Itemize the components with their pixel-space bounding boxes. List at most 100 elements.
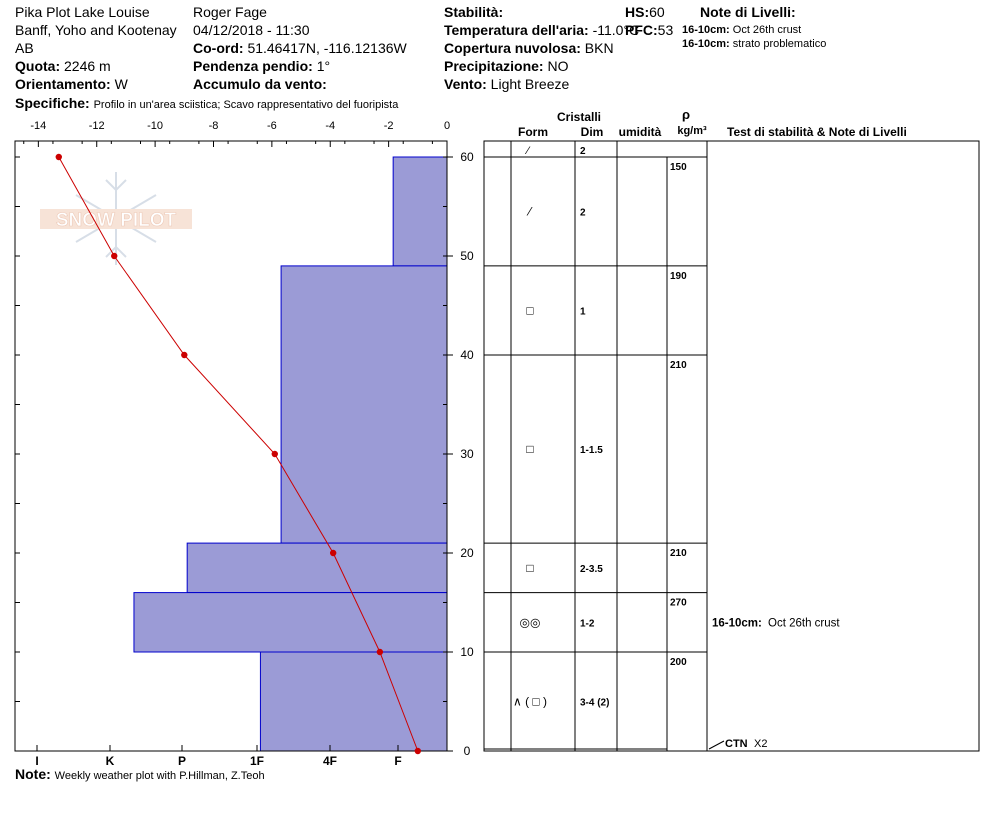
density-value: 210 <box>670 548 687 559</box>
temperature-point <box>181 351 188 359</box>
hs-value: 60 <box>649 4 665 20</box>
y-tick-label: 10 <box>460 645 474 659</box>
coord-label: Co-ord: <box>193 40 244 56</box>
temp-tick-label: 0 <box>444 120 450 132</box>
observer-name: Roger Fage <box>193 4 267 20</box>
footer-note: Note: Weekly weather plot with P.Hillman… <box>15 766 265 784</box>
coord-row: Co-ord: 51.46417N, -116.12136W <box>193 40 407 56</box>
datetime: 04/12/2018 - 11:30 <box>193 22 310 38</box>
quota-value: 2246 m <box>64 58 111 74</box>
hardness-bar <box>392 156 448 267</box>
rho-header: ρ <box>682 107 690 122</box>
y-tick-label: 60 <box>460 150 474 164</box>
grain-size: 2-3.5 <box>580 564 603 575</box>
layer-note-range: 16-10cm: <box>712 617 762 629</box>
table-frame <box>483 140 980 752</box>
temperature-point <box>376 648 384 656</box>
grain-size: 3-4 (2) <box>580 698 609 709</box>
grain-size: 2 <box>580 207 586 218</box>
grain-form-symbol: □ <box>526 561 533 575</box>
grain-form-symbol: □ <box>526 303 533 317</box>
grain-size: 1 <box>580 306 586 317</box>
y-tick-label: 50 <box>460 249 474 263</box>
watermark-text: SNOW PILOT <box>56 210 177 231</box>
note-livelli-1-range: 16-10cm: <box>682 24 730 36</box>
density-value: 150 <box>670 162 687 173</box>
hardness-bar <box>280 265 448 544</box>
temp-tick-label: -4 <box>325 120 335 132</box>
precip-value: NO <box>547 58 569 74</box>
pendenza-label: Pendenza pendio: <box>193 58 313 74</box>
surface-dim: 2 <box>580 146 586 157</box>
y-tick-label: 20 <box>460 546 474 560</box>
y-tick-label: 0 <box>464 744 471 758</box>
cristalli-header: Cristalli <box>557 110 601 124</box>
grain-size: 1-1.5 <box>580 445 603 456</box>
stabilita-row: Stabilità: <box>444 4 503 20</box>
hardness-tick-label: I <box>35 754 38 768</box>
pfc-label: PFC: <box>625 22 658 38</box>
test-label: CTN <box>725 738 748 750</box>
temp-value: -11.0°C <box>592 22 640 38</box>
temp-row: Temperatura dell'aria: -11.0°C <box>444 22 639 38</box>
density-value: 270 <box>670 598 687 609</box>
note-livelli-2-text: strato problematico <box>732 38 827 50</box>
specifiche-label: Specifiche: <box>15 95 90 111</box>
accumulo-label: Accumulo da vento: <box>193 76 327 92</box>
test-pointer-line <box>708 740 725 750</box>
region-name: Banff, Yoho and Kootenay <box>15 22 177 38</box>
density-value: 190 <box>670 271 687 282</box>
coord-value: 51.46417N, -116.12136W <box>247 40 407 56</box>
hardness-tick-label: K <box>106 754 115 768</box>
hardness-tick-label: 1F <box>250 754 264 768</box>
orient-value: W <box>114 76 128 92</box>
note-livelli-2: 16-10cm: strato problematico <box>682 38 826 51</box>
temperature-point <box>414 747 422 755</box>
grain-size: 1-2 <box>580 618 595 629</box>
grain-form-symbol: ∧ ( □ ) <box>513 695 547 709</box>
vento-label: Vento: <box>444 76 487 92</box>
orient-row: Orientamento: W <box>15 76 128 92</box>
umidita-header: umidità <box>619 125 662 139</box>
province-name: AB <box>15 40 34 56</box>
watermark-band <box>40 209 192 229</box>
specifiche-row: Specifiche: Profilo in un'area sciistica… <box>15 95 398 113</box>
pfc-row: PFC:53 <box>625 22 673 38</box>
temp-tick-label: -14 <box>30 120 46 132</box>
hardness-bar <box>259 651 448 752</box>
grain-form-symbol: ◎◎ <box>520 615 541 629</box>
note-livelli-2-range: 16-10cm: <box>682 38 730 50</box>
copertura-label: Copertura nuvolosa: <box>444 40 581 56</box>
note-livelli-1: 16-10cm: Oct 26th crust <box>682 24 801 37</box>
accumulo-row: Accumulo da vento: <box>193 76 327 92</box>
plot-frame <box>14 140 448 752</box>
vento-row: Vento: Light Breeze <box>444 76 569 92</box>
form-header: Form <box>518 125 548 139</box>
hardness-tick-label: F <box>394 754 401 768</box>
hardness-tick-label: P <box>178 754 186 768</box>
pendenza-value: 1° <box>316 58 331 74</box>
temp-tick-label: -12 <box>89 120 105 132</box>
specifiche-value: Profilo in un'area sciistica; Scavo rapp… <box>93 99 399 111</box>
pendenza-row: Pendenza pendio: 1° <box>193 58 330 74</box>
temp-tick-label: -10 <box>147 120 163 132</box>
temperature-point <box>271 450 278 458</box>
copertura-row: Copertura nuvolosa: BKN <box>444 40 614 56</box>
precip-label: Precipitazione: <box>444 58 544 74</box>
copertura-value: BKN <box>584 40 614 56</box>
temperature-point <box>55 153 62 161</box>
footer-note-label: Note: <box>15 766 51 782</box>
dim-header: Dim <box>581 125 604 139</box>
grain-form-symbol: □ <box>526 442 533 456</box>
surface-form-symbol: ⁄ <box>524 145 531 157</box>
hardness-bar <box>133 592 448 653</box>
hardness-bar <box>186 542 448 594</box>
temperature-point <box>111 252 118 260</box>
quota-label: Quota: <box>15 58 61 74</box>
orient-label: Orientamento: <box>15 76 111 92</box>
location-name: Pika Plot Lake Louise <box>15 4 150 20</box>
test-header: Test di stabilità & Note di Livelli <box>727 125 907 139</box>
test-value: X2 <box>754 738 767 750</box>
temperature-point <box>329 549 337 557</box>
